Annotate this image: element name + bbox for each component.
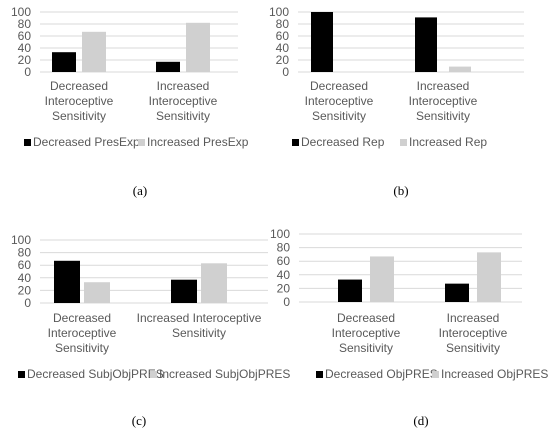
category-label-line: Decreased — [50, 79, 108, 93]
category-label: Increased Interoceptive Sensitivity — [137, 311, 262, 340]
legend-label: Decreased SubjObjPRES — [27, 367, 164, 381]
category-label-line: Increased — [417, 79, 470, 93]
y-tick-label: 0 — [24, 296, 31, 310]
y-tick-label: 40 — [277, 268, 291, 282]
legend-swatch — [24, 139, 31, 146]
legend-label: Increased SubjObjPRES — [159, 367, 290, 381]
bar-decreased-subjobjpres-2 — [171, 279, 197, 303]
bar-increased-subjobjpres-2 — [201, 263, 227, 303]
category-label-line: Interoceptive — [439, 326, 508, 340]
category-label-line: Increased Interoceptive — [137, 311, 262, 325]
bar-increased-subjobjpres-1 — [84, 282, 110, 303]
y-tick-label: 40 — [18, 41, 32, 55]
category-label: Increased Interoceptive Sensitivity — [439, 311, 508, 355]
y-tick-label: 60 — [18, 29, 32, 43]
legend-label: Decreased PresExp — [33, 135, 140, 149]
category-label: Increased Interoceptive Sensitivity — [149, 79, 218, 123]
y-tick-label: 0 — [282, 65, 289, 79]
y-tick-label: 60 — [276, 29, 290, 43]
legend-swatch — [150, 371, 157, 378]
bar-decreased-presexp-2 — [156, 61, 180, 72]
category-label-line: Sensitivity — [446, 341, 500, 355]
category-label-line: Interoceptive — [149, 94, 218, 108]
bar-increased-presexp-1 — [82, 31, 106, 72]
category-label-line: Decreased — [53, 311, 111, 325]
y-tick-label: 60 — [277, 254, 291, 268]
y-tick-label: 100 — [11, 233, 31, 247]
y-tick-label: 0 — [24, 65, 31, 79]
category-label-line: Sensitivity — [312, 109, 366, 123]
category-label-line: Increased — [157, 79, 210, 93]
category-label: Decreased Interoceptive Sensitivity — [48, 311, 117, 355]
y-tick-label: 40 — [276, 41, 290, 55]
category-label-line: Interoceptive — [48, 326, 117, 340]
legend-swatch — [292, 139, 299, 146]
bar-decreased-presexp-1 — [52, 52, 76, 72]
y-tick-label: 60 — [18, 258, 32, 272]
legend-swatch — [138, 139, 145, 146]
category-label-line: Interoceptive — [409, 94, 478, 108]
y-tick-label: 20 — [276, 53, 290, 67]
category-label-line: Sensitivity — [339, 341, 393, 355]
y-tick-label: 20 — [18, 53, 32, 67]
bar-decreased-objpres-1 — [338, 279, 362, 302]
category-label-line: Decreased — [310, 79, 368, 93]
category-label-line: Sensitivity — [52, 109, 106, 123]
category-label-line: Interoceptive — [305, 94, 374, 108]
category-label-line: Decreased — [337, 311, 395, 325]
y-tick-label: 40 — [18, 271, 32, 285]
bar-decreased-rep-2 — [415, 17, 437, 72]
bar-decreased-objpres-2 — [445, 283, 469, 302]
legend-swatch — [400, 139, 407, 146]
y-tick-label: 80 — [277, 241, 291, 255]
legend-swatch — [18, 371, 25, 378]
legend-label: Increased Rep — [409, 135, 487, 149]
category-label-line: Sensitivity — [416, 109, 470, 123]
y-tick-label: 100 — [269, 5, 289, 19]
panel-caption: (a) — [133, 183, 147, 198]
bar-decreased-rep-1 — [311, 12, 333, 72]
y-tick-label: 80 — [18, 17, 32, 31]
y-tick-label: 20 — [277, 281, 291, 295]
category-label-line: Sensitivity — [55, 341, 109, 355]
legend-swatch — [432, 371, 439, 378]
category-label-line: Sensitivity — [156, 109, 210, 123]
category-label-line: Interoceptive — [332, 326, 401, 340]
category-label: Decreased Interoceptive Sensitivity — [305, 79, 374, 123]
category-label: Decreased Interoceptive Sensitivity — [332, 311, 401, 355]
bar-increased-objpres-1 — [370, 256, 394, 302]
legend-label: Decreased Rep — [301, 135, 385, 149]
panel-caption: (c) — [132, 413, 146, 428]
bar-increased-presexp-2 — [186, 22, 210, 72]
category-label-line: Increased — [447, 311, 500, 325]
y-tick-label: 0 — [283, 295, 290, 309]
category-label-line: Sensitivity — [172, 326, 226, 340]
legend-label: Increased PresExp — [147, 135, 249, 149]
category-label: Decreased Interoceptive Sensitivity — [45, 79, 114, 123]
y-tick-label: 20 — [18, 283, 32, 297]
category-label: Increased Interoceptive Sensitivity — [409, 79, 478, 123]
y-tick-label: 80 — [18, 246, 32, 260]
legend-label: Decreased ObjPRES — [325, 367, 438, 381]
legend-label: Increased ObjPRES — [441, 367, 548, 381]
y-tick-label: 80 — [276, 17, 290, 31]
bar-increased-rep-2 — [449, 66, 471, 72]
legend-swatch — [316, 371, 323, 378]
y-tick-label: 100 — [11, 5, 31, 19]
panel-caption: (d) — [413, 413, 428, 428]
panel-caption: (b) — [393, 183, 408, 198]
y-tick-label: 100 — [270, 227, 290, 241]
category-label-line: Interoceptive — [45, 94, 114, 108]
bar-increased-objpres-2 — [477, 252, 501, 302]
bar-decreased-subjobjpres-1 — [54, 260, 80, 303]
